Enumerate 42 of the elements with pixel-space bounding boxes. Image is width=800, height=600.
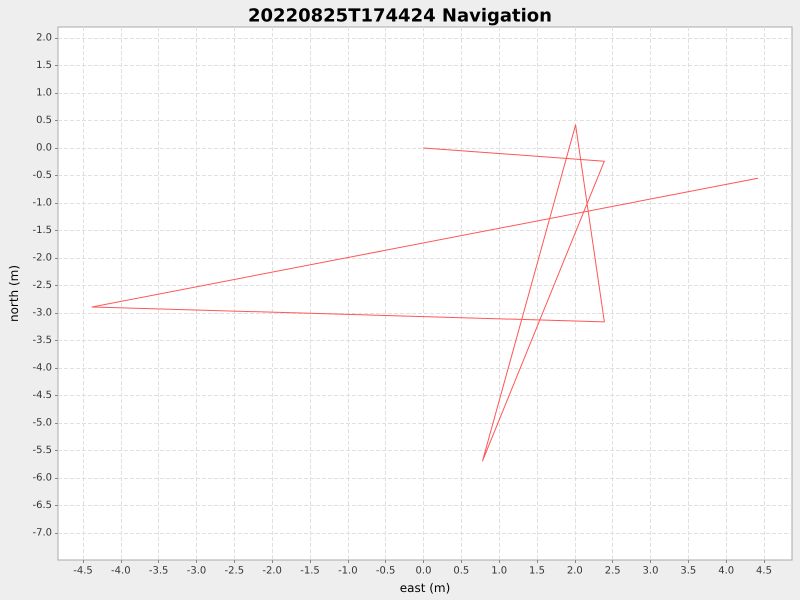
x-tick-label: -2.5: [224, 566, 244, 576]
x-tick-label: -0.5: [376, 566, 396, 576]
y-tick-label: 0.5: [36, 115, 52, 126]
y-tick-label: -2.0: [32, 252, 52, 264]
x-tick-label: 4.0: [718, 566, 734, 576]
y-tick-label: -1.0: [32, 198, 52, 209]
x-tick-label: 1.5: [529, 566, 545, 576]
x-tick-label: 1.0: [491, 566, 508, 576]
x-tick-label: 4.5: [756, 566, 772, 576]
y-tick-label: -3.0: [32, 308, 52, 319]
y-tick-label: -7.0: [32, 528, 52, 539]
x-axis-title: east (m): [400, 581, 450, 595]
y-tick-label: -0.5: [32, 170, 52, 182]
y-tick-label: 0.0: [36, 142, 52, 154]
y-tick-label: -3.5: [32, 335, 52, 346]
y-tick-label: -1.5: [32, 225, 52, 236]
y-tick-label: 1.5: [36, 60, 52, 72]
x-tick-label: -1.5: [300, 566, 320, 576]
x-tick-label: -2.0: [262, 566, 282, 576]
x-tick-label: 3.0: [642, 566, 658, 576]
y-tick-label: -2.5: [32, 280, 52, 292]
line-series: [92, 124, 758, 462]
y-axis-title: north (m): [7, 264, 21, 322]
x-tick-label: -4.5: [73, 566, 93, 576]
y-tick-label: -6.5: [32, 500, 52, 512]
x-tick-label: 2.5: [604, 566, 621, 576]
x-tick-label: 2.0: [566, 566, 583, 576]
y-tick-label: -4.0: [32, 362, 52, 374]
y-tick-label: -5.0: [32, 418, 52, 429]
y-tick-label: -5.5: [32, 445, 52, 456]
x-tick-label: -3.0: [186, 566, 206, 576]
y-tick-label: 1.0: [36, 88, 52, 99]
x-tick-label: -4.0: [111, 566, 131, 576]
x-tick-label: -1.0: [338, 566, 358, 576]
y-tick-label: -6.0: [32, 472, 52, 484]
y-tick-label: 2.0: [36, 32, 52, 44]
x-tick-label: 0.0: [416, 566, 432, 576]
y-tick-label: -4.5: [32, 390, 52, 402]
chart-title: 20220825T174424 Navigation: [248, 6, 552, 26]
x-tick-label: 3.5: [680, 566, 696, 576]
x-tick-label: 0.5: [453, 566, 470, 576]
x-tick-label: -3.5: [148, 566, 168, 576]
